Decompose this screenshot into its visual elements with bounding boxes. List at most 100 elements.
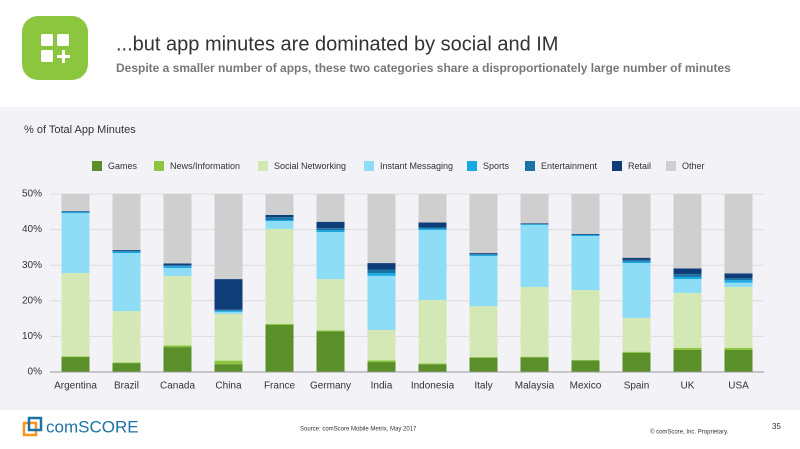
- bar-segment: [622, 317, 651, 352]
- legend-label: Sports: [483, 161, 510, 171]
- bar-segment: [214, 360, 243, 365]
- bar-segment: [61, 356, 90, 358]
- bar-segment: [571, 236, 600, 291]
- bar-segment: [61, 213, 90, 274]
- bar-segment: [265, 219, 294, 222]
- bar-segment: [622, 351, 651, 353]
- legend-swatch: [364, 161, 374, 171]
- bar-segment: [265, 323, 294, 326]
- bar-segment: [214, 313, 243, 361]
- bar-segment: [571, 360, 600, 372]
- bar-segment: [673, 292, 702, 348]
- legend-label: Games: [108, 161, 138, 171]
- bar-segment: [418, 227, 447, 229]
- y-tick-label: 20%: [22, 295, 42, 306]
- bar-segment: [469, 253, 498, 255]
- bar-segment: [418, 228, 447, 230]
- bar-segment: [469, 255, 498, 307]
- bar-segment: [367, 329, 396, 361]
- bar-segment: [622, 194, 651, 258]
- bar-segment: [214, 309, 243, 311]
- bar-segment: [163, 265, 192, 267]
- bar-segment: [112, 362, 141, 364]
- bar-segment: [622, 261, 651, 264]
- legend-label: Social Networking: [274, 161, 346, 171]
- x-tick-label: Indonesia: [411, 381, 455, 392]
- x-tick-label: Mexico: [570, 381, 602, 392]
- source-note: Source: comScore Mobile Metrix, May 2017: [300, 427, 417, 433]
- bar-segment: [265, 194, 294, 216]
- bar-segment: [316, 228, 345, 231]
- bar-segment: [367, 263, 396, 270]
- bar-segment: [520, 357, 549, 372]
- bar-segment: [673, 274, 702, 277]
- bar-segment: [724, 280, 753, 283]
- bar-segment: [418, 194, 447, 223]
- legend-label: Retail: [628, 161, 651, 171]
- bar-segment: [367, 275, 396, 330]
- bar-segment: [469, 194, 498, 254]
- bar-segment: [61, 212, 90, 214]
- legend-swatch: [666, 161, 676, 171]
- bar-segment: [418, 300, 447, 364]
- bar-segment: [163, 266, 192, 269]
- y-axis-label: % of Total App Minutes: [24, 124, 136, 136]
- bar-segment: [112, 249, 141, 251]
- bar-segment: [367, 273, 396, 276]
- y-tick-label: 50%: [22, 189, 42, 200]
- bar-segment: [214, 364, 243, 372]
- bar-segment: [469, 357, 498, 372]
- bar-segment: [622, 257, 651, 260]
- x-tick-label: USA: [728, 381, 749, 392]
- bar-segment: [469, 306, 498, 358]
- bar-segment: [520, 286, 549, 357]
- legend-swatch: [612, 161, 622, 171]
- x-tick-label: Canada: [160, 381, 195, 392]
- bar-segment: [622, 259, 651, 262]
- bar-segment: [673, 347, 702, 350]
- y-tick-label: 0%: [28, 367, 43, 378]
- legend-swatch: [154, 161, 164, 171]
- bar-segment: [265, 228, 294, 324]
- x-tick-label: Argentina: [54, 381, 97, 392]
- bar-segment: [673, 279, 702, 293]
- slide-title: ...but app minutes are dominated by soci…: [116, 33, 558, 55]
- bar-segment: [112, 194, 141, 250]
- bar-segment: [469, 254, 498, 255]
- x-tick-label: Germany: [310, 381, 351, 392]
- bar-segment: [367, 269, 396, 274]
- bar-segment: [673, 276, 702, 280]
- bar-segment: [673, 194, 702, 269]
- bar-segment: [571, 359, 600, 361]
- bar-segment: [571, 234, 600, 237]
- bar-segment: [367, 360, 396, 363]
- page-number: 35: [772, 422, 781, 431]
- bar-segment: [163, 268, 192, 276]
- bar-segment: [61, 211, 90, 213]
- bar-segment: [724, 278, 753, 281]
- bar-segment: [265, 217, 294, 220]
- bar-segment: [724, 347, 753, 350]
- bar-segment: [673, 268, 702, 275]
- legend-label: Other: [682, 161, 705, 171]
- bar-segment: [214, 310, 243, 312]
- bar-segment: [214, 279, 243, 310]
- bar-segment: [265, 221, 294, 229]
- bar-segment: [520, 224, 549, 225]
- x-tick-label: China: [215, 381, 242, 392]
- x-tick-label: Italy: [474, 381, 492, 392]
- logo-text: comSCORE: [46, 417, 139, 436]
- bar-segment: [265, 325, 294, 372]
- bar-segment: [316, 330, 345, 332]
- bar-segment: [163, 194, 192, 264]
- bar-segment: [163, 347, 192, 372]
- bar-segment: [673, 349, 702, 372]
- bar-segment: [469, 254, 498, 256]
- copyright: © comScore, Inc. Proprietary.: [650, 429, 729, 436]
- bar-segment: [571, 194, 600, 234]
- bar-segment: [61, 194, 90, 212]
- bar-segment: [367, 194, 396, 264]
- bar-segment: [112, 250, 141, 252]
- x-tick-label: Spain: [624, 381, 650, 392]
